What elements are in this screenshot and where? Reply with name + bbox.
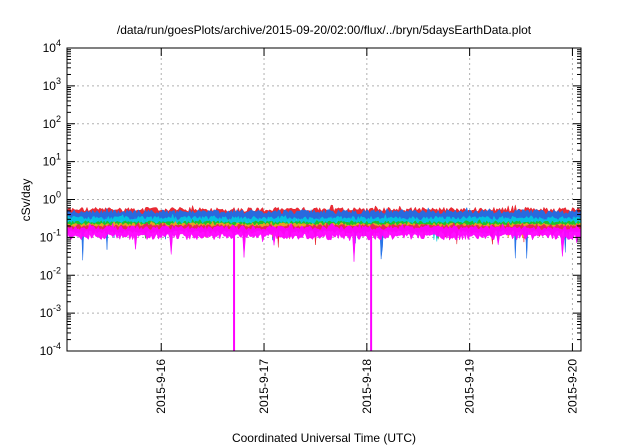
y-tick-label: 101 (43, 152, 61, 169)
series-band-7 (66, 222, 582, 262)
y-tick-label: 10-2 (40, 265, 61, 282)
chart-title: /data/run/goesPlots/archive/2015-09-20/0… (117, 23, 532, 37)
x-axis-label: Coordinated Universal Time (UTC) (232, 431, 416, 445)
x-axis: 2015-9-16 2015-9-17 2015-9-18 2015-9-19 2015… (154, 48, 579, 414)
y-tick-label: 100 (43, 190, 61, 207)
x-tick-label: 2015-9-19 (463, 359, 477, 414)
x-tick-label: 2015-9-16 (154, 359, 168, 414)
y-axis-label: cSv/day (19, 179, 33, 222)
y-tick-label: 104 (43, 38, 61, 55)
series-layer (66, 204, 582, 351)
grid (67, 47, 581, 352)
y-tick-label: 10-1 (40, 227, 61, 244)
y-tick-label: 102 (43, 114, 61, 131)
x-tick-label: 2015-9-20 (565, 359, 579, 414)
x-tick-label: 2015-9-18 (360, 359, 374, 414)
y-tick-label: 10-4 (40, 341, 61, 358)
y-tick-label: 103 (43, 76, 61, 93)
y-tick-label: 10-3 (40, 303, 61, 320)
x-tick-label: 2015-9-17 (257, 359, 271, 414)
y-axis: 104 103 102 101 100 10-1 10-2 10-3 10-4 (40, 38, 581, 358)
